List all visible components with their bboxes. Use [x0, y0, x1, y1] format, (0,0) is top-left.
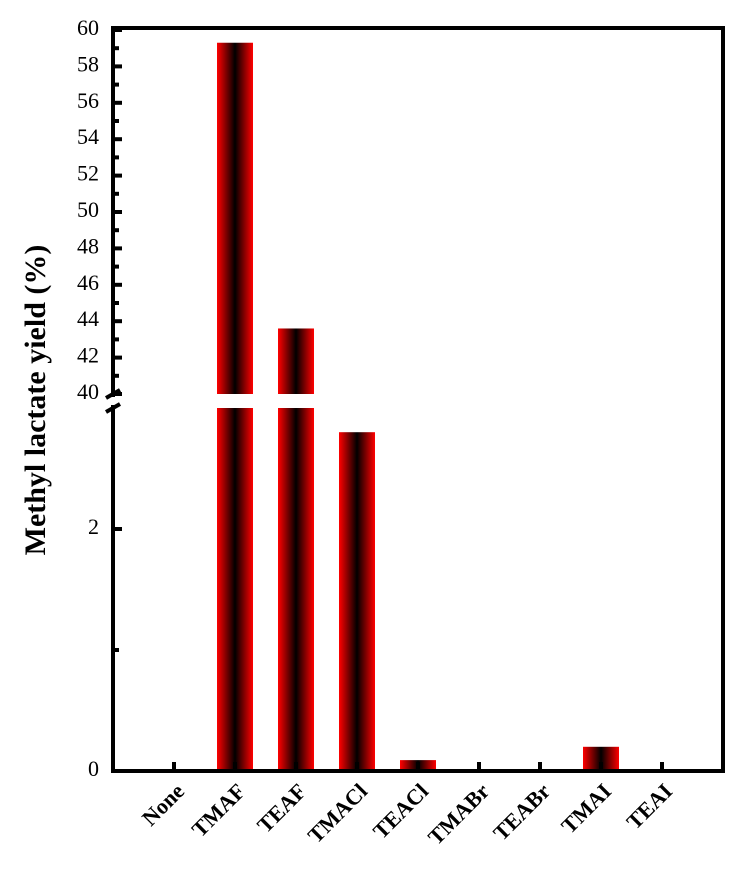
y-tick-label: 56 — [77, 88, 99, 113]
y-tick-label: 40 — [77, 379, 99, 404]
x-tick-label: TMAF — [187, 778, 250, 841]
x-tick-label: TMAI — [556, 778, 616, 838]
y-axis-label: Methyl lactate yield (%) — [19, 245, 52, 556]
bar-upper — [217, 42, 253, 395]
y-tick-label: 52 — [77, 161, 99, 186]
break-axis-gap — [109, 397, 117, 405]
bar — [339, 432, 375, 771]
y-tick-label: 46 — [77, 270, 99, 295]
x-tick-label: TMACl — [303, 778, 373, 848]
bar — [217, 408, 253, 771]
y-tick-label: 58 — [77, 51, 99, 76]
y-tick-label: 50 — [77, 197, 99, 222]
bar-upper — [278, 328, 314, 394]
y-tick-label: 44 — [77, 306, 99, 331]
bar — [278, 408, 314, 771]
y-tick-label: 48 — [77, 233, 99, 258]
y-tick-label: 2 — [88, 514, 99, 539]
y-tick-label: 42 — [77, 343, 99, 368]
y-tick-label: 54 — [77, 124, 99, 149]
y-tick-label: 0 — [88, 756, 99, 781]
break-mark — [105, 402, 121, 414]
x-tick-label: None — [137, 778, 189, 830]
x-tick-label: TEAF — [252, 778, 311, 837]
x-tick-label: TEACl — [368, 778, 433, 843]
x-tick-label: TMABr — [423, 778, 494, 849]
x-tick-label: TEABr — [488, 778, 555, 845]
x-tick-label: TEAI — [621, 778, 677, 834]
y-tick-label: 60 — [77, 15, 99, 40]
break-mark — [105, 388, 121, 400]
break-gap — [116, 396, 720, 406]
